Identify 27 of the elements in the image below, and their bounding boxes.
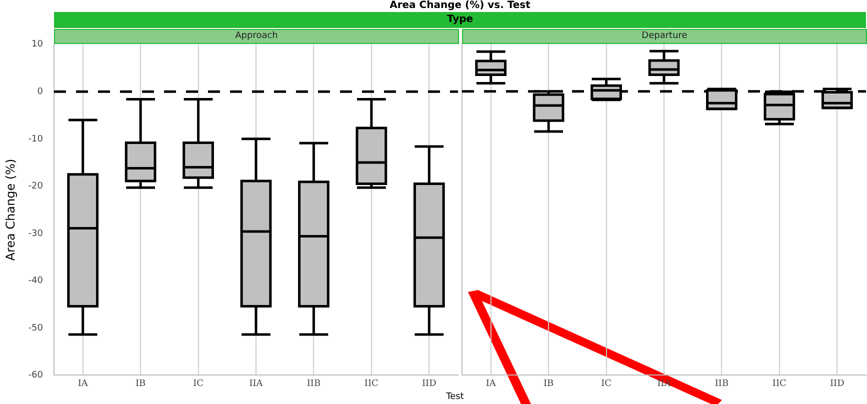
chart-title: Area Change (%) vs. Test: [388, 0, 532, 12]
x-tick-label: IB: [135, 378, 146, 389]
x-tick-label: IB: [543, 378, 554, 389]
y-tick-label: 10: [32, 40, 44, 50]
x-axis-title: Test: [445, 392, 465, 403]
x-tick-label: IA: [486, 378, 496, 389]
x-tick-label: IA: [78, 378, 88, 389]
y-tick-label: -20: [28, 182, 44, 192]
text: Type: [54, 12, 866, 28]
y-tick-label: -60: [28, 370, 44, 381]
x-tick-label: IIA: [249, 378, 264, 389]
y-tick-label: -50: [28, 323, 44, 334]
x-tick-label: IC: [601, 378, 612, 389]
chart-subtitle: Approach: [54, 29, 459, 44]
y-tick-label: -30: [28, 228, 44, 239]
chart-subtitle: Departure: [462, 29, 867, 44]
x-tick-label: IIC: [364, 378, 379, 389]
y-tick-label: 0: [37, 87, 44, 97]
x-tick-label: IID: [422, 378, 436, 389]
x-tick-label: IID: [830, 378, 844, 389]
x-tick-label: IIB: [306, 378, 321, 389]
y-tick-label: -40: [28, 276, 44, 286]
x-tick-label: IIB: [714, 378, 729, 389]
x-tick-label: IC: [193, 378, 204, 389]
y-axis-title: Area Change (%): [3, 158, 18, 261]
y-tick-label: -10: [28, 134, 44, 144]
x-tick-label: IIC: [772, 378, 787, 389]
